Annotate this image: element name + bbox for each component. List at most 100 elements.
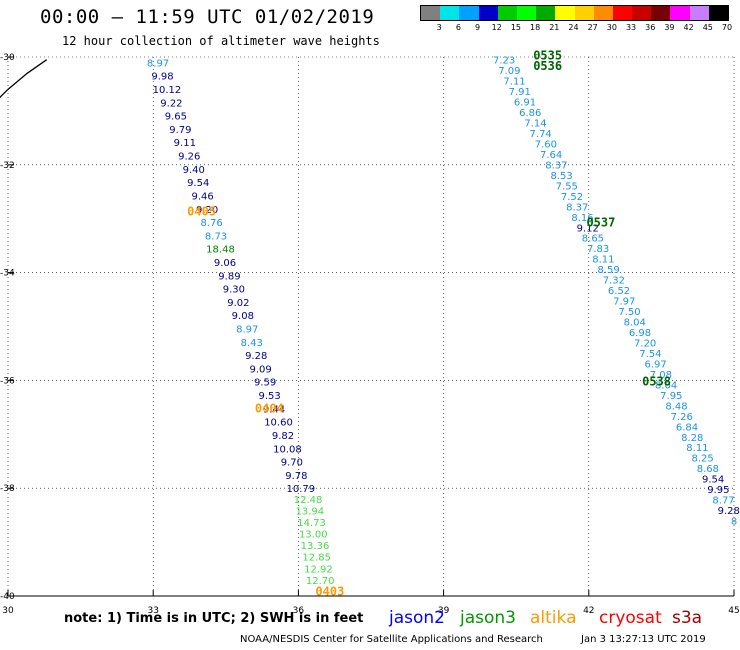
- satellite-legend-s3a: s3a: [672, 608, 703, 628]
- swh-value-label: 7.74: [530, 129, 552, 140]
- swh-value-label: 9.95: [707, 485, 729, 496]
- swh-value-label: 9.54: [187, 178, 209, 189]
- map-grid: 30 33 36 39 42 45 -30 -32 -34 -36 -38 -40: [0, 53, 740, 616]
- swh-value-label: 8.97: [147, 58, 169, 69]
- swh-value-label: 10.79: [286, 484, 315, 495]
- swh-value-label: 6.52: [608, 286, 630, 297]
- scale-swatch: [574, 6, 594, 20]
- swh-value-label: 7.52: [561, 192, 583, 203]
- swh-value-label: 7.50: [618, 307, 640, 318]
- swh-value-label: 7.60: [535, 139, 557, 150]
- swh-value-label: 9.12: [577, 223, 599, 234]
- pass-time-label: 0403: [315, 585, 344, 599]
- scale-swatch: [478, 6, 498, 20]
- swh-value-label: 9.82: [272, 431, 294, 442]
- swh-value-label: 9.98: [151, 72, 173, 83]
- swh-value-label: 8: [731, 517, 737, 528]
- swh-value-label: 12.85: [302, 553, 331, 564]
- swh-value-label: 7.09: [498, 66, 520, 77]
- swh-value-label: 6.91: [514, 98, 536, 109]
- swh-value-label: 9.09: [250, 364, 272, 375]
- y-tick-label: -40: [0, 592, 15, 602]
- swh-value-label: 8.37: [566, 202, 588, 213]
- page-title: 00:00 – 11:59 UTC 01/02/2019: [40, 6, 375, 28]
- swh-value-label: 6.84: [676, 422, 698, 433]
- scale-swatch: [708, 6, 728, 20]
- swh-value-label: 7.55: [556, 181, 578, 192]
- swh-value-label: 7.54: [639, 349, 661, 360]
- swh-value-label: 14.73: [297, 518, 326, 529]
- x-tick-label: 45: [728, 606, 739, 616]
- x-tick-label: 36: [293, 606, 305, 616]
- scale-label: 30: [606, 23, 617, 32]
- scale-swatch: [536, 6, 556, 20]
- satellite-legend-altika: altika: [530, 608, 577, 628]
- scale-label: 6: [455, 23, 461, 32]
- x-tick-label: 42: [583, 606, 594, 616]
- scale-label: 3: [436, 23, 442, 32]
- swh-value-label: 7.20: [634, 338, 656, 349]
- swh-value-label: 8.65: [582, 234, 604, 245]
- page-subtitle: 12 hour collection of altimeter wave hei…: [62, 34, 380, 48]
- swh-value-label: 9.70: [281, 458, 303, 469]
- coastline: [0, 59, 48, 99]
- satellite-passes: 8.97 9.98 10.12 9.22 9.65 9.79 9.11 9.26 9.40 9.5…: [147, 56, 740, 587]
- credit-line: NOAA/NESDIS Center for Satellite Applica…: [240, 634, 543, 645]
- scale-swatch: [689, 6, 709, 20]
- scale-label: 12: [491, 23, 502, 32]
- swh-value-label: 7.97: [613, 297, 635, 308]
- scale-label: 45: [702, 23, 713, 32]
- scale-label: 9: [475, 23, 481, 32]
- swh-value-label: 6.86: [519, 108, 541, 119]
- swh-value-label: 9.30: [223, 285, 245, 296]
- scale-label: 70: [721, 23, 733, 32]
- swh-value-label: 8.48: [665, 401, 687, 412]
- swh-value-label: 9.22: [160, 98, 182, 109]
- swh-value-label: 9.20: [196, 205, 218, 216]
- swh-value-label: 8.04: [655, 380, 677, 391]
- swh-value-label: 8.97: [236, 325, 258, 336]
- swh-value-label: 7.11: [503, 77, 525, 88]
- scale-label: 15: [510, 23, 522, 32]
- swh-value-label: 8.68: [697, 464, 719, 475]
- satellite-legend-cryosat: cryosat: [599, 608, 662, 628]
- y-tick-label: -36: [0, 376, 15, 386]
- scale-swatch: [612, 6, 633, 20]
- scale-swatch: [670, 6, 690, 20]
- scale-swatch: [497, 6, 517, 20]
- swh-value-label: 6.97: [644, 359, 666, 370]
- scale-swatch: [440, 6, 460, 20]
- swh-value-label: 9.08: [232, 311, 254, 322]
- swh-value-label: 8.37: [545, 160, 567, 171]
- swh-value-label: 9.54: [702, 475, 724, 486]
- scale-label: 36: [645, 23, 656, 32]
- swh-value-label: 8.25: [692, 454, 714, 465]
- y-tick-label: -34: [0, 269, 15, 279]
- swh-value-label: 8.11: [686, 443, 708, 454]
- swh-value-label: 9.46: [192, 191, 214, 202]
- scale-swatch: [421, 6, 441, 20]
- scale-swatch: [516, 6, 537, 20]
- swh-value-label: 9.53: [258, 391, 280, 402]
- swh-value-label: 8.76: [200, 218, 222, 229]
- swh-value-label: 9.26: [178, 152, 200, 163]
- swh-value-label: 13.00: [299, 530, 328, 541]
- swh-value-label: 9.28: [245, 351, 267, 362]
- swh-value-label: 7.95: [660, 391, 682, 402]
- scale-label: 39: [664, 23, 675, 32]
- generated-timestamp: Jan 3 13:27:13 UTC 2019: [581, 634, 706, 645]
- swh-value-label: 9.44: [263, 404, 285, 415]
- swh-value-label: 8.73: [205, 231, 227, 242]
- swh-value-label: 8.28: [681, 433, 703, 444]
- y-tick-label: -38: [0, 484, 15, 494]
- swh-value-label: 10.60: [264, 418, 293, 429]
- swh-value-label: 9.11: [174, 138, 196, 149]
- swh-value-label: 9.28: [718, 506, 740, 517]
- swh-value-label: 8.11: [592, 255, 614, 266]
- swh-value-label: 7.23: [493, 56, 515, 67]
- scale-swatch: [459, 6, 479, 20]
- scale-label: 33: [625, 23, 637, 32]
